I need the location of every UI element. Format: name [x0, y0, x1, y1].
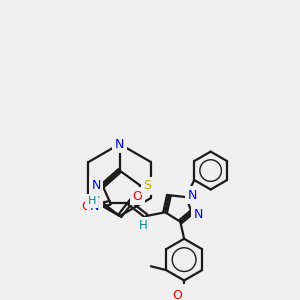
Text: S: S: [143, 179, 151, 192]
Text: N: N: [89, 200, 99, 213]
Text: H: H: [92, 196, 101, 206]
Text: O: O: [82, 200, 92, 213]
Text: H: H: [139, 219, 148, 232]
Text: N: N: [91, 179, 101, 192]
Text: N: N: [194, 208, 203, 220]
Text: O: O: [133, 190, 142, 202]
Text: O: O: [172, 289, 182, 300]
Text: N: N: [188, 189, 197, 202]
Text: N: N: [115, 137, 124, 151]
Text: H: H: [88, 196, 96, 206]
